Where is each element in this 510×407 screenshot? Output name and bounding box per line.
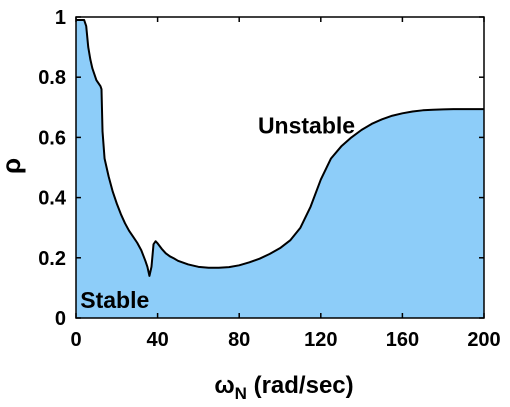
plot-area (76, 19, 484, 318)
axes (75, 16, 485, 319)
region-label-unstable: Unstable (258, 112, 355, 138)
x-tick-label: 0 (70, 329, 81, 351)
y-tick-label: 0.8 (38, 67, 66, 89)
stable-region-area (76, 20, 484, 318)
y-tick-label: 0.2 (38, 248, 66, 270)
y-axis-label: ρ (0, 158, 26, 174)
stability-boundary-line (76, 19, 484, 277)
y-tick-label: 1 (55, 7, 66, 29)
x-axis-label: ωN (rad/sec) (214, 372, 353, 403)
y-tick-label: 0.6 (38, 127, 66, 149)
region-label-stable: Stable (80, 287, 149, 313)
x-tick-label: 160 (386, 329, 419, 351)
x-tick-label: 200 (467, 329, 500, 351)
x-tick-label: 120 (304, 329, 337, 351)
axes-box (75, 16, 485, 319)
labels: ωN (rad/sec) ρ 0 40 80 120 160 200 0 0.2 0.4 0.6 0… (0, 7, 501, 403)
y-tick-label: 0 (55, 308, 66, 330)
x-tick-label: 40 (146, 329, 168, 351)
y-tick-label: 0.4 (38, 188, 67, 210)
x-tick-label: 80 (228, 329, 250, 351)
